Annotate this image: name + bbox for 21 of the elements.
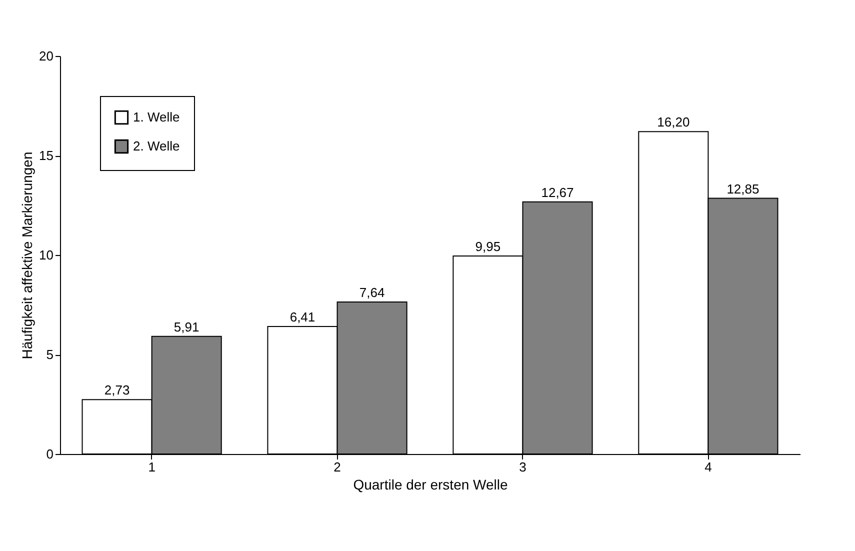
data-label: 5,91 (174, 319, 200, 334)
data-label: 7,64 (359, 284, 385, 300)
data-label: 2,73 (104, 382, 130, 398)
y-axis-title: Häufigkeit affektive Markierungen (19, 152, 36, 360)
y-tick-label: 15 (39, 148, 54, 163)
y-tick-label: 5 (46, 347, 54, 362)
legend-label: 1. Welle (133, 110, 180, 124)
data-label: 16,20 (657, 114, 690, 130)
x-tick-label: 2 (334, 460, 341, 474)
y-tick-label: 20 (39, 48, 54, 64)
x-tick-label: 1 (148, 460, 156, 474)
data-label: 9,95 (475, 238, 501, 254)
y-tick-label: 0 (46, 446, 54, 462)
x-axis-title: Quartile der ersten Welle (353, 476, 508, 492)
x-tick-label: 4 (704, 460, 712, 474)
legend-label: 2. Welle (133, 138, 180, 154)
data-label: 12,67 (541, 184, 574, 200)
data-label: 12,85 (726, 181, 760, 196)
data-label: 6,41 (290, 309, 316, 324)
x-tick-label: 3 (519, 460, 526, 474)
y-tick-label: 10 (39, 248, 54, 262)
